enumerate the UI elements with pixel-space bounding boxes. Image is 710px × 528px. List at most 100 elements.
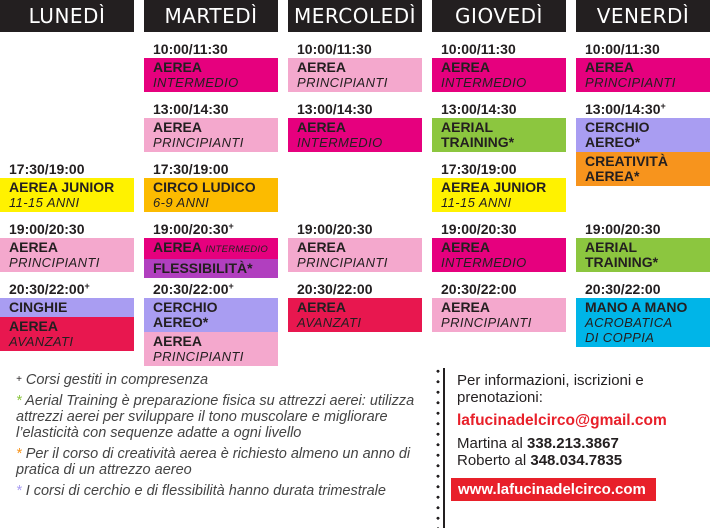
course-block: CREATIVITÀ AEREA* bbox=[576, 152, 710, 186]
slot-time: 17:30/19:00 bbox=[441, 161, 517, 177]
footnote-mark: * bbox=[16, 483, 22, 499]
course-title: FLESSIBILITÀ* bbox=[153, 260, 253, 276]
slot-time: 10:00/11:30 bbox=[585, 41, 660, 57]
time-slot: 20:30/22:00 MANO A MANO ACROBATICA DI COPP… bbox=[576, 280, 710, 347]
time-slot: 20:30/22:00 AEREA PRINCIPIANTI bbox=[432, 280, 566, 332]
course-block: CIRCO LUDICO 6-9 ANNI bbox=[144, 178, 278, 212]
course-block: AEREA AVANZATI bbox=[288, 298, 422, 332]
course-block: AERIAL TRAINING* bbox=[432, 118, 566, 152]
slot-time: 10:00/11:30 bbox=[441, 41, 516, 57]
course-level: INTERMEDIO bbox=[441, 75, 527, 90]
course-block: MANO A MANO ACROBATICA DI COPPIA bbox=[576, 298, 710, 347]
footnotes: + Corsi gestiti in compresenza * Aerial T… bbox=[16, 372, 436, 504]
course-level: 11-15 ANNI bbox=[441, 195, 512, 210]
course-title: AEREA bbox=[297, 119, 347, 135]
day-column-0: LUNEDÌ 17:30/19:00 AEREA JUNIOR 11-15 ANNI 1… bbox=[0, 0, 134, 528]
course-block: AEREA INTERMEDIO bbox=[432, 58, 566, 92]
course-title: AERIAL TRAINING* bbox=[441, 119, 515, 150]
footnote: + Corsi gestiti in compresenza bbox=[16, 372, 209, 388]
shared-course-mark: + bbox=[228, 281, 234, 291]
divider-line bbox=[443, 368, 445, 528]
time-slot: 17:30/19:00 AEREA JUNIOR 11-15 ANNI bbox=[0, 160, 134, 212]
course-block: CERCHIO AEREO* bbox=[576, 118, 710, 152]
slot-time: 19:00/20:30 bbox=[441, 221, 517, 237]
slot-time: 13:00/14:30 bbox=[297, 101, 373, 117]
course-block: AEREA PRINCIPIANTI bbox=[576, 58, 710, 92]
slot-time: 19:00/20:30 bbox=[297, 221, 373, 237]
phone-roberto[interactable]: 348.034.7835 bbox=[530, 452, 623, 469]
time-slot: 10:00/11:30 AEREA INTERMEDIO bbox=[144, 40, 278, 92]
slot-time: 20:30/22:00 bbox=[297, 281, 373, 297]
course-block: AEREA PRINCIPIANTI bbox=[432, 298, 566, 332]
slot-time: 19:00/20:30+ bbox=[153, 221, 234, 237]
course-block: FLESSIBILITÀ* bbox=[144, 259, 278, 278]
course-title: AEREA bbox=[441, 299, 491, 315]
course-title: AEREA bbox=[585, 59, 635, 75]
time-slot: 17:30/19:00 AEREA JUNIOR 11-15 ANNI bbox=[432, 160, 566, 212]
course-title: AEREA bbox=[9, 239, 59, 255]
course-level: ACROBATICA DI COPPIA bbox=[585, 315, 673, 345]
course-level: 11-15 ANNI bbox=[9, 195, 80, 210]
course-level: PRINCIPIANTI bbox=[297, 255, 388, 270]
course-title: CERCHIO AEREO* bbox=[585, 119, 650, 150]
time-slot: 19:00/20:30 AEREA PRINCIPIANTI bbox=[288, 220, 422, 272]
footnote: * I corsi di cerchio e di flessibilità h… bbox=[16, 483, 386, 499]
course-level: INTERMEDIO bbox=[153, 75, 239, 90]
course-block: AEREA PRINCIPIANTI bbox=[144, 332, 278, 366]
footnote: * Aerial Training è preparazione fisica … bbox=[16, 393, 415, 441]
course-level: PRINCIPIANTI bbox=[297, 75, 388, 90]
course-title: CIRCO LUDICO bbox=[153, 179, 256, 195]
slot-time: 19:00/20:30 bbox=[9, 221, 85, 237]
course-level: PRINCIPIANTI bbox=[9, 255, 100, 270]
course-title: AEREA bbox=[441, 59, 491, 75]
course-block: AEREA INTERMEDIO bbox=[144, 58, 278, 92]
footnote-mark: * bbox=[16, 393, 22, 409]
email-link[interactable]: lafucinadelcirco@gmail.com bbox=[457, 412, 667, 429]
time-slot: 10:00/11:30 AEREA PRINCIPIANTI bbox=[576, 40, 710, 92]
slot-time: 20:30/22:00+ bbox=[9, 281, 90, 297]
contact-martina: Martina al 338.213.3867 bbox=[457, 435, 619, 452]
shared-course-mark: + bbox=[660, 101, 666, 111]
slot-time: 17:30/19:00 bbox=[153, 161, 229, 177]
footnote-mark: + bbox=[16, 374, 22, 385]
day-column-2: MERCOLEDÌ 10:00/11:30 AEREA PRINCIPIANTI 13:… bbox=[288, 0, 422, 528]
time-slot: 13:00/14:30+ CERCHIO AEREO* CREATIVITÀ AER… bbox=[576, 100, 710, 186]
course-title: AEREA INTERMEDIO bbox=[153, 239, 269, 256]
slot-time: 13:00/14:30 bbox=[441, 101, 517, 117]
course-level: AVANZATI bbox=[9, 334, 74, 349]
course-block: AEREA PRINCIPIANTI bbox=[144, 118, 278, 152]
time-slot: 10:00/11:30 AEREA INTERMEDIO bbox=[432, 40, 566, 92]
shared-course-mark: + bbox=[228, 221, 234, 231]
course-level: 6-9 ANNI bbox=[153, 195, 210, 210]
day-column-3: GIOVEDÌ 10:00/11:30 AEREA INTERMEDIO 13:00/1… bbox=[432, 0, 566, 528]
course-level: PRINCIPIANTI bbox=[153, 349, 244, 364]
course-block: AEREA INTERMEDIO bbox=[144, 238, 278, 259]
phone-martina[interactable]: 338.213.3867 bbox=[527, 435, 619, 452]
course-block: AEREA PRINCIPIANTI bbox=[288, 238, 422, 272]
course-block: AEREA INTERMEDIO bbox=[288, 118, 422, 152]
course-block: AEREA JUNIOR 11-15 ANNI bbox=[432, 178, 566, 212]
course-block: CERCHIO AEREO* bbox=[144, 298, 278, 332]
time-slot: 10:00/11:30 AEREA PRINCIPIANTI bbox=[288, 40, 422, 92]
time-slot: 20:30/22:00+ CINGHIE AEREA AVANZATI bbox=[0, 280, 134, 351]
day-header: MERCOLEDÌ bbox=[288, 0, 422, 32]
course-block: AEREA JUNIOR 11-15 ANNI bbox=[0, 178, 134, 212]
time-slot: 20:30/22:00 AEREA AVANZATI bbox=[288, 280, 422, 332]
course-level: INTERMEDIO bbox=[205, 244, 269, 255]
slot-time: 13:00/14:30 bbox=[153, 101, 229, 117]
course-title: CERCHIO AEREO* bbox=[153, 299, 218, 330]
contact-roberto: Roberto al 348.034.7835 bbox=[457, 452, 623, 469]
course-title: AEREA bbox=[297, 299, 347, 315]
day-column-1: MARTEDÌ 10:00/11:30 AEREA INTERMEDIO 13:00/1… bbox=[144, 0, 278, 528]
day-header: MARTEDÌ bbox=[144, 0, 278, 32]
website-link[interactable]: www.lafucinadelcirco.com bbox=[451, 478, 656, 501]
info-intro: Per informazioni, iscrizioni e prenotazi… bbox=[457, 372, 644, 406]
day-header: GIOVEDÌ bbox=[432, 0, 566, 32]
course-block: AEREA AVANZATI bbox=[0, 317, 134, 351]
course-block: AERIAL TRAINING* bbox=[576, 238, 710, 272]
time-slot: 19:00/20:30 AEREA INTERMEDIO bbox=[432, 220, 566, 272]
course-block: AEREA INTERMEDIO bbox=[432, 238, 566, 272]
slot-time: 17:30/19:00 bbox=[9, 161, 85, 177]
course-block: CINGHIE bbox=[0, 298, 134, 317]
course-level: INTERMEDIO bbox=[297, 135, 383, 150]
